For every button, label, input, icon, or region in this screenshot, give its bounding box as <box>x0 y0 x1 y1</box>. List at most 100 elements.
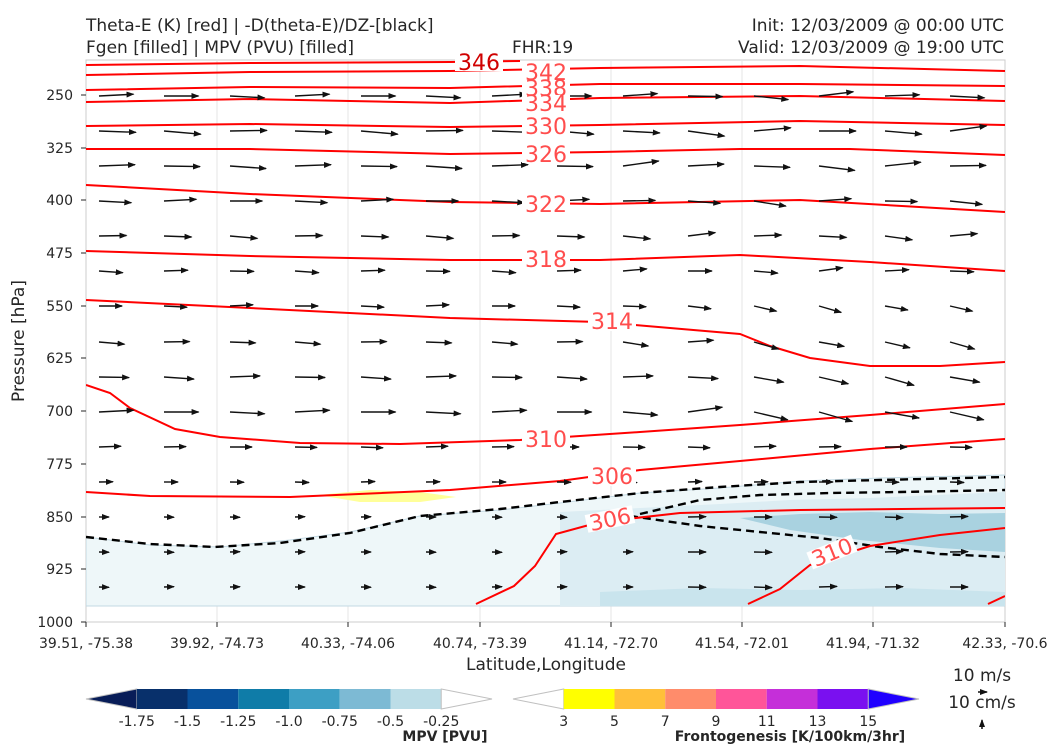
wind-vector <box>884 159 922 167</box>
y-tick-label: 925 <box>46 562 73 578</box>
wind-vector <box>753 95 790 102</box>
colorbar-swatch <box>716 689 767 709</box>
wind-vector <box>425 410 462 417</box>
x-tick-label: 42.33, -70.6 <box>962 636 1047 652</box>
wind-vector <box>884 548 904 555</box>
wind-reference-vertical-label: 10 cm/s <box>948 693 1016 713</box>
wind-vector <box>753 341 780 351</box>
wind-vector <box>556 233 586 240</box>
init-time: Init: 12/03/2009 @ 00:00 UTC <box>752 16 1004 36</box>
colorbar-tick-label: 7 <box>661 714 670 730</box>
wind-vector <box>425 94 462 101</box>
wind-vector <box>98 443 122 450</box>
wind-vector <box>687 199 722 206</box>
colorbar-swatch <box>187 689 239 709</box>
wind-vector <box>818 583 838 590</box>
colorbar-tick-label: -0.25 <box>423 714 459 730</box>
wind-vector <box>491 374 524 381</box>
y-axis-label: Pressure [hPa] <box>9 280 29 402</box>
mpv-fill-east-mid <box>740 512 1005 552</box>
wind-vector <box>491 340 519 347</box>
colorbar-swatch <box>817 689 869 709</box>
wind-vector <box>818 376 850 386</box>
wind-vector <box>360 444 384 451</box>
wind-vector <box>229 127 268 134</box>
wind-vector <box>622 158 660 167</box>
wind-vector <box>229 373 262 380</box>
wind-vector <box>884 235 914 242</box>
wind-vector <box>491 232 521 239</box>
colorbar-tick-label: -1.75 <box>119 714 155 730</box>
colorbar-tick-label: 13 <box>809 714 827 730</box>
wind-vector <box>229 339 257 346</box>
x-tick-label: 41.14, -72.70 <box>564 636 658 652</box>
colorbar-swatch <box>136 689 188 709</box>
wind-vector <box>556 375 588 382</box>
colorbar-swatch <box>238 689 289 709</box>
wind-vector <box>818 411 854 423</box>
wind-vector <box>884 376 915 387</box>
wind-vector <box>949 200 984 207</box>
contour-label-334: 334 <box>525 92 567 117</box>
wind-vector <box>98 232 128 239</box>
colorbar-tick-label: 15 <box>859 714 877 730</box>
wind-vector <box>949 231 979 238</box>
wind-vector <box>163 196 198 203</box>
y-tick-label: 700 <box>46 404 73 420</box>
wind-vector <box>884 130 923 137</box>
wind-vector <box>687 230 717 237</box>
wind-vector <box>949 341 976 351</box>
y-tick-label: 775 <box>46 457 73 473</box>
plot-area: 346 342 338 334 330 326 322 318 314 310 … <box>85 51 1006 623</box>
colorbar-tick-label: 5 <box>610 714 619 730</box>
colorbar-tick-label: -1.0 <box>275 714 302 730</box>
wind-vector <box>98 269 124 276</box>
wind-vector <box>884 514 904 521</box>
colorbar-swatch <box>563 689 615 709</box>
wind-vector <box>949 513 969 520</box>
colorbar-swatch <box>289 689 340 709</box>
wind-vector <box>949 162 987 169</box>
colorbar-swatch <box>339 689 391 709</box>
wind-vector <box>491 161 529 168</box>
wind-vector <box>294 161 332 168</box>
wind-vector <box>425 443 449 450</box>
theta-e-318 <box>86 250 1005 272</box>
wind-reference-horizontal-label: 10 m/s <box>953 666 1011 686</box>
y-tick-label: 400 <box>46 193 73 209</box>
wind-vector <box>687 337 715 344</box>
wind-vector <box>622 373 655 380</box>
wind-vector <box>491 91 528 98</box>
wind-vector <box>687 130 726 139</box>
wind-vector <box>753 232 783 239</box>
wind-vector <box>294 232 324 239</box>
wind-vector <box>229 165 267 172</box>
wind-vector <box>425 234 455 241</box>
wind-vector <box>818 305 843 314</box>
contour-label-306: 306 <box>591 465 633 490</box>
contour-label-326: 326 <box>525 143 567 168</box>
y-tick-label: 625 <box>46 351 73 367</box>
wind-vector <box>98 129 137 136</box>
wind-vector <box>163 130 202 137</box>
wind-vector <box>98 407 135 414</box>
wind-vector <box>622 266 648 273</box>
x-tick-label: 40.33, -74.06 <box>301 636 395 652</box>
wind-vector <box>229 94 266 101</box>
contour-label-346: 346 <box>458 51 500 76</box>
wind-vector <box>753 376 785 384</box>
wind-vector <box>229 234 259 241</box>
y-tick-label: 550 <box>46 299 73 315</box>
contour-label-330: 330 <box>525 115 567 140</box>
wind-vector <box>949 268 975 275</box>
wind-vector <box>884 92 921 99</box>
wind-vector <box>687 478 703 485</box>
wind-vector <box>425 165 463 172</box>
wind-vector <box>556 303 582 310</box>
wind-vector <box>687 304 712 311</box>
wind-vector <box>753 584 773 591</box>
contour-labels: 346 342 338 334 330 326 322 318 314 310 … <box>455 51 858 573</box>
mpv-fill-east-bottom <box>600 588 1005 606</box>
wind-vector <box>687 161 725 168</box>
wind-vector <box>753 200 787 208</box>
